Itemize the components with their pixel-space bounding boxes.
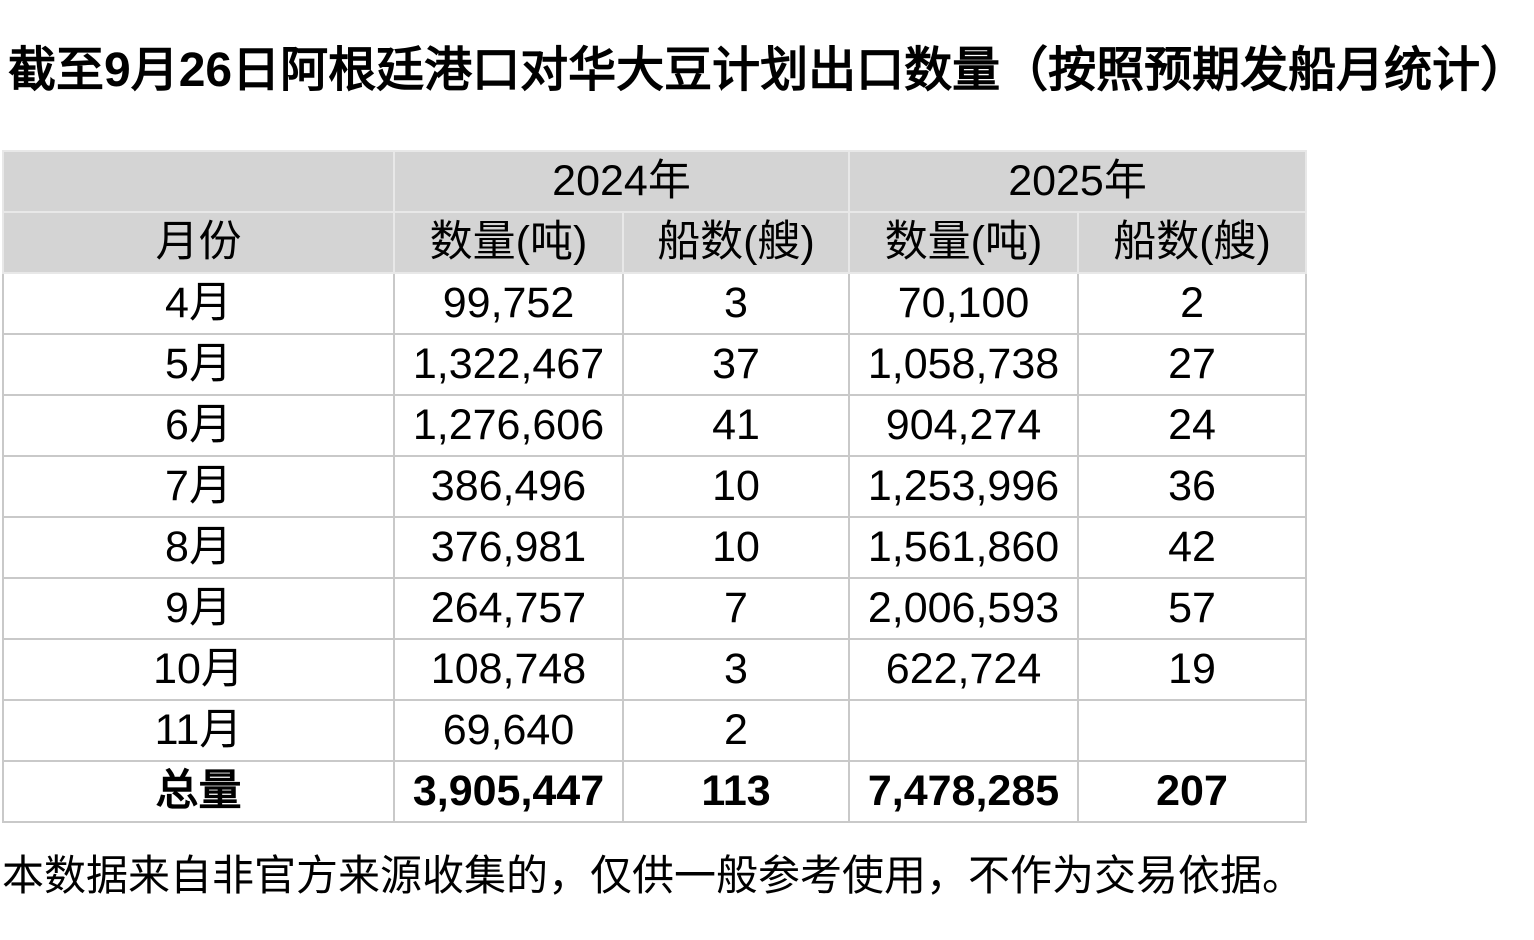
total-qty-2024-cell: 3,905,447: [393, 760, 624, 823]
qty-2024-cell: 386,496: [393, 455, 624, 518]
column-header-qty-2025: 数量(吨): [848, 211, 1080, 274]
table-row: 6月 1,276,606 41 904,274 24: [2, 394, 1308, 457]
ships-2024-cell: 10: [621, 455, 851, 518]
table-row: 11月 69,640 2: [2, 699, 1308, 762]
column-header-month: 月份: [2, 211, 395, 274]
ships-2025-cell: 57: [1077, 577, 1308, 640]
month-cell: 5月: [2, 333, 395, 396]
ships-2024-cell: 41: [621, 394, 851, 457]
table-row: 10月 108,748 3 622,724 19: [2, 638, 1308, 701]
ships-2025-cell: 27: [1077, 333, 1308, 396]
ships-2025-cell: 24: [1077, 394, 1308, 457]
month-cell: 4月: [2, 272, 395, 335]
ships-2025-cell: 36: [1077, 455, 1308, 518]
soybean-export-table: 2024年 2025年 月份 数量(吨) 船数(艘) 数量(吨) 船数(艘) 4…: [2, 150, 1308, 823]
qty-2024-cell: 69,640: [393, 699, 624, 762]
table-row: 5月 1,322,467 37 1,058,738 27: [2, 333, 1308, 396]
qty-2024-cell: 264,757: [393, 577, 624, 640]
ships-2024-cell: 3: [621, 272, 851, 335]
total-qty-2025-cell: 7,478,285: [848, 760, 1080, 823]
corner-cell: [2, 150, 395, 213]
month-cell: 9月: [2, 577, 395, 640]
total-row: 总量 3,905,447 113 7,478,285 207: [2, 760, 1308, 823]
ships-2024-cell: 2: [621, 699, 851, 762]
table-row: 8月 376,981 10 1,561,860 42: [2, 516, 1308, 579]
qty-2025-cell: 70,100: [848, 272, 1080, 335]
column-header-qty-2024: 数量(吨): [393, 211, 624, 274]
table-row: 9月 264,757 7 2,006,593 57: [2, 577, 1308, 640]
footnote: 本数据来自非官方来源收集的，仅供一般参考使用，不作为交易依据。: [2, 852, 1305, 899]
qty-2025-cell: 1,561,860: [848, 516, 1080, 579]
total-ships-2025-cell: 207: [1077, 760, 1308, 823]
table-row: 7月 386,496 10 1,253,996 36: [2, 455, 1308, 518]
qty-2024-cell: 376,981: [393, 516, 624, 579]
month-cell: 10月: [2, 638, 395, 701]
ships-2025-cell: 42: [1077, 516, 1308, 579]
year-header-2025: 2025年: [848, 150, 1308, 213]
ships-2025-cell: 19: [1077, 638, 1308, 701]
ships-2024-cell: 10: [621, 516, 851, 579]
qty-2025-cell: 904,274: [848, 394, 1080, 457]
year-header-row: 2024年 2025年: [2, 150, 1308, 213]
qty-2025-cell: [848, 699, 1080, 762]
ships-2025-cell: [1077, 699, 1308, 762]
month-cell: 6月: [2, 394, 395, 457]
qty-2024-cell: 99,752: [393, 272, 624, 335]
month-cell: 8月: [2, 516, 395, 579]
ships-2024-cell: 37: [621, 333, 851, 396]
qty-2025-cell: 1,058,738: [848, 333, 1080, 396]
total-label-cell: 总量: [2, 760, 395, 823]
column-header-ships-2024: 船数(艘): [621, 211, 851, 274]
column-header-ships-2025: 船数(艘): [1077, 211, 1308, 274]
qty-2024-cell: 1,276,606: [393, 394, 624, 457]
table-row: 4月 99,752 3 70,100 2: [2, 272, 1308, 335]
ships-2024-cell: 3: [621, 638, 851, 701]
total-ships-2024-cell: 113: [621, 760, 851, 823]
year-header-2024: 2024年: [392, 150, 851, 213]
qty-2025-cell: 2,006,593: [848, 577, 1080, 640]
qty-2025-cell: 622,724: [848, 638, 1080, 701]
page-title: 截至9月26日阿根廷港口对华大豆计划出口数量（按照预期发船月统计）: [8, 44, 1529, 97]
qty-2024-cell: 1,322,467: [393, 333, 624, 396]
column-header-row: 月份 数量(吨) 船数(艘) 数量(吨) 船数(艘): [2, 211, 1308, 274]
month-cell: 7月: [2, 455, 395, 518]
ships-2024-cell: 7: [621, 577, 851, 640]
qty-2024-cell: 108,748: [393, 638, 624, 701]
ships-2025-cell: 2: [1077, 272, 1308, 335]
qty-2025-cell: 1,253,996: [848, 455, 1080, 518]
month-cell: 11月: [2, 699, 395, 762]
